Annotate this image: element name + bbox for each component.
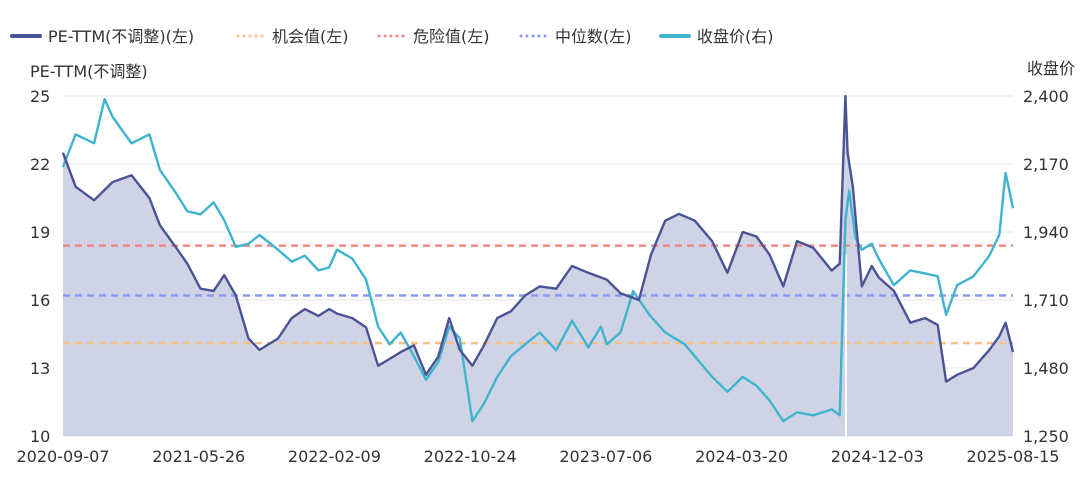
left-axis-title: PE-TTM(不调整): [30, 62, 148, 81]
x-tick-label: 2022-02-09: [288, 447, 381, 466]
x-tick-label: 2024-03-20: [695, 447, 788, 466]
x-tick-label: 2024-12-03: [831, 447, 924, 466]
right-tick-label: 1,480: [1023, 359, 1069, 378]
legend-label-3: 中位数(左): [555, 27, 632, 46]
x-axis-ticks: 2020-09-07 2021-05-26 2022-02-09 2022-10-24…: [17, 447, 1060, 466]
legend-label-0: PE-TTM(不调整)(左): [48, 27, 194, 46]
x-tick-label: 2021-05-26: [152, 447, 245, 466]
left-tick-label: 10: [30, 427, 50, 446]
pe-ttm-line: [61, 94, 1015, 383]
right-axis-title: 收盘价: [1027, 59, 1075, 78]
x-tick-label: 2023-07-06: [559, 447, 652, 466]
legend-label-1: 机会值(左): [272, 27, 349, 46]
legend-label-2: 危险值(左): [413, 27, 490, 46]
legend-label-4: 收盘价(右): [697, 27, 774, 46]
chart-legend: PE-TTM(不调整)(左) 机会值(左) 危险值(左) 中位数(左) 收盘价(右): [10, 27, 774, 46]
right-tick-label: 1,710: [1023, 291, 1069, 310]
left-tick-label: 13: [30, 359, 50, 378]
right-tick-label: 2,170: [1023, 155, 1069, 174]
series-lines: [61, 94, 1015, 423]
x-tick-label: 2025-08-15: [967, 447, 1060, 466]
left-tick-label: 19: [30, 223, 50, 242]
left-tick-label: 25: [30, 87, 50, 106]
right-tick-label: 2,400: [1023, 87, 1069, 106]
x-tick-label: 2020-09-07: [17, 447, 110, 466]
left-tick-label: 22: [30, 155, 50, 174]
left-axis-ticks: 10 13 16 19 22 25: [30, 87, 50, 446]
pe-area: [63, 96, 1013, 436]
left-tick-label: 16: [30, 291, 50, 310]
right-axis-ticks: 1,250 1,480 1,710 1,940 2,170 2,400: [1023, 87, 1069, 446]
right-tick-label: 1,250: [1023, 427, 1069, 446]
pe-area-fill: [63, 96, 1013, 436]
close-price-line: [61, 97, 1015, 423]
right-tick-label: 1,940: [1023, 223, 1069, 242]
x-tick-label: 2022-10-24: [424, 447, 517, 466]
reference-lines: [63, 244, 1013, 345]
